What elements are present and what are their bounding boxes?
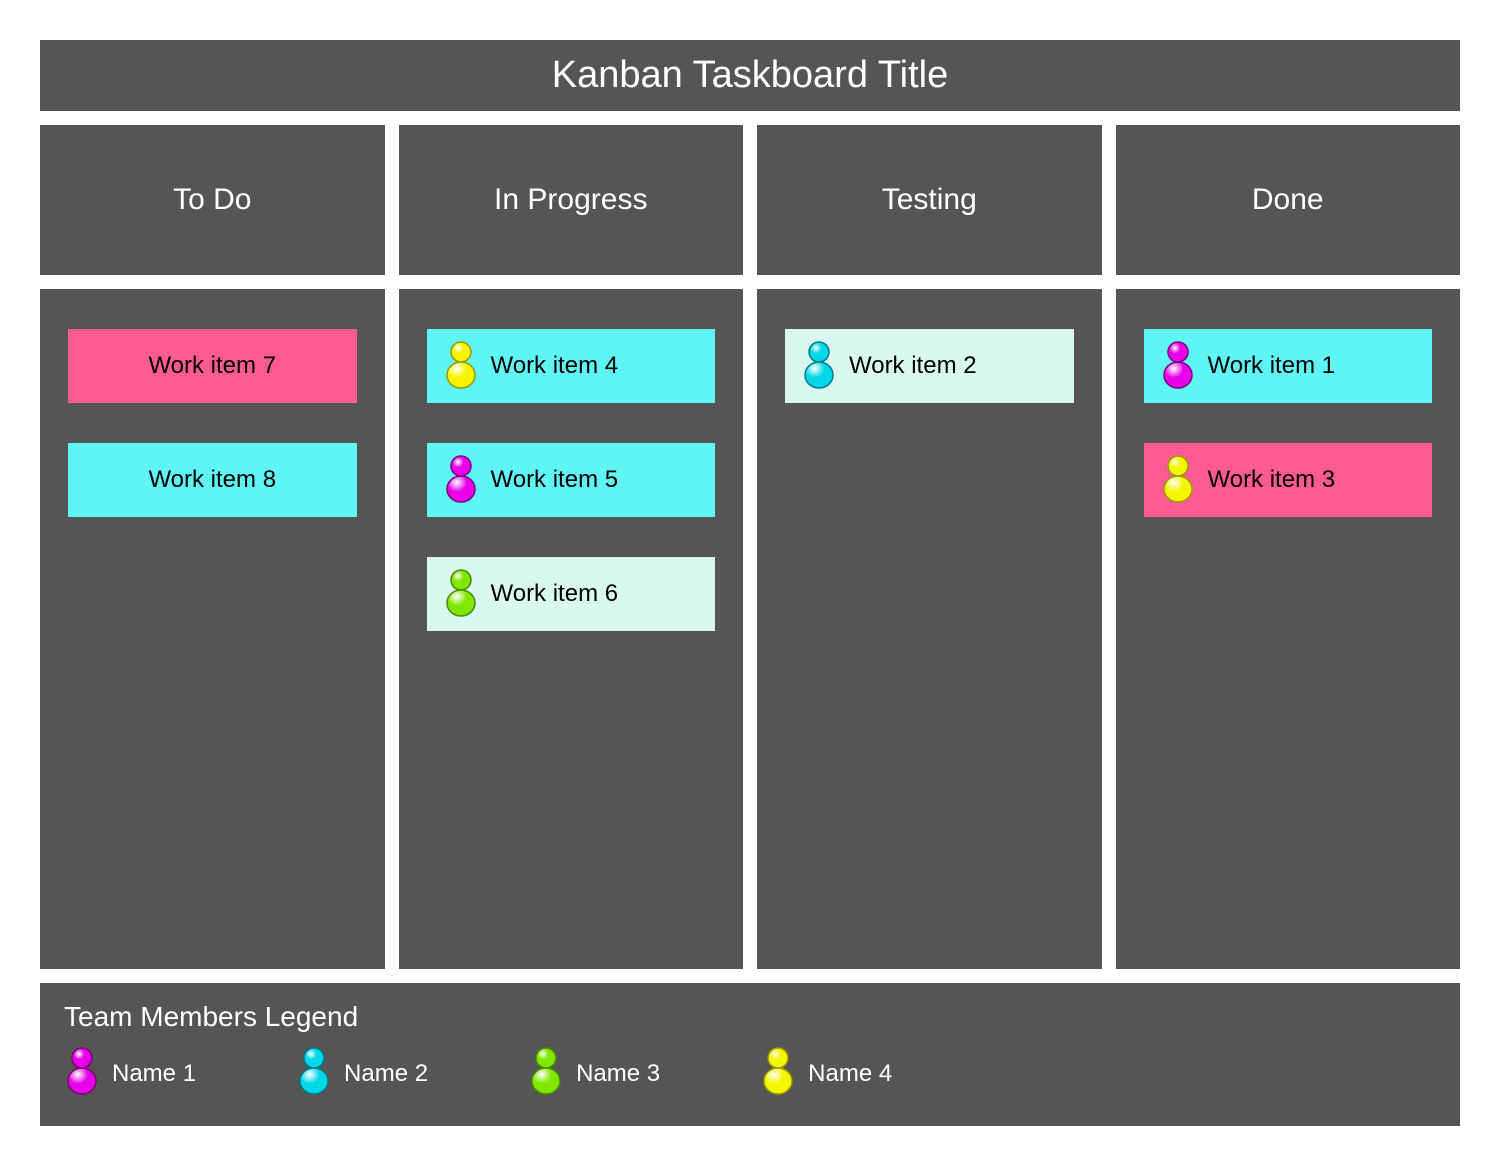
card-avatar xyxy=(801,339,837,394)
column-body[interactable]: Work item 7 Work item 8 xyxy=(40,289,385,969)
card-label: Work item 3 xyxy=(1208,466,1336,494)
card-label: Work item 8 xyxy=(148,466,276,494)
card-label: Work item 2 xyxy=(849,352,977,380)
board-title: Kanban Taskboard Title xyxy=(40,40,1460,111)
card-label: Work item 5 xyxy=(491,466,619,494)
card-avatar xyxy=(1160,453,1196,508)
legend-item: Name 4 xyxy=(760,1045,892,1102)
legend-label: Name 1 xyxy=(112,1060,196,1088)
person-icon xyxy=(64,1045,100,1095)
person-icon xyxy=(528,1045,564,1095)
legend-items: Name 1 Name 2 xyxy=(64,1045,1436,1102)
work-item-card[interactable]: Work item 6 xyxy=(427,557,716,631)
person-icon xyxy=(801,339,837,389)
card-label: Work item 1 xyxy=(1208,352,1336,380)
work-item-card[interactable]: Work item 3 xyxy=(1144,443,1433,517)
person-icon xyxy=(1160,339,1196,389)
legend-panel: Team Members Legend Name 1 xyxy=(40,983,1460,1126)
column-header: In Progress xyxy=(399,125,744,275)
column-body[interactable]: Work item 1 Work item 3 xyxy=(1116,289,1461,969)
person-icon xyxy=(760,1045,796,1095)
column: Testing Work item 2 xyxy=(757,125,1102,969)
column-body[interactable]: Work item 2 xyxy=(757,289,1102,969)
legend-title: Team Members Legend xyxy=(64,1001,1436,1033)
column: To Do Work item 7 Work item 8 xyxy=(40,125,385,969)
column: In Progress Work item 4 xyxy=(399,125,744,969)
columns-row: To Do Work item 7 Work item 8 In Progress W… xyxy=(40,125,1460,969)
person-icon xyxy=(443,339,479,389)
legend-avatar xyxy=(528,1045,564,1102)
legend-avatar xyxy=(296,1045,332,1102)
work-item-card[interactable]: Work item 1 xyxy=(1144,329,1433,403)
card-avatar xyxy=(1160,339,1196,394)
column: Done Work item 1 xyxy=(1116,125,1461,969)
person-icon xyxy=(296,1045,332,1095)
column-header: Done xyxy=(1116,125,1461,275)
legend-label: Name 3 xyxy=(576,1060,660,1088)
legend-item: Name 2 xyxy=(296,1045,428,1102)
card-avatar xyxy=(443,453,479,508)
card-avatar xyxy=(443,567,479,622)
person-icon xyxy=(443,453,479,503)
legend-item: Name 3 xyxy=(528,1045,660,1102)
card-label: Work item 7 xyxy=(148,352,276,380)
work-item-card[interactable]: Work item 5 xyxy=(427,443,716,517)
card-avatar xyxy=(443,339,479,394)
card-label: Work item 4 xyxy=(491,352,619,380)
work-item-card[interactable]: Work item 4 xyxy=(427,329,716,403)
column-body[interactable]: Work item 4 Work item 5 xyxy=(399,289,744,969)
work-item-card[interactable]: Work item 8 xyxy=(68,443,357,517)
legend-avatar xyxy=(760,1045,796,1102)
work-item-card[interactable]: Work item 2 xyxy=(785,329,1074,403)
card-label: Work item 6 xyxy=(491,580,619,608)
legend-label: Name 4 xyxy=(808,1060,892,1088)
person-icon xyxy=(1160,453,1196,503)
legend-label: Name 2 xyxy=(344,1060,428,1088)
work-item-card[interactable]: Work item 7 xyxy=(68,329,357,403)
column-header: To Do xyxy=(40,125,385,275)
legend-avatar xyxy=(64,1045,100,1102)
legend-item: Name 1 xyxy=(64,1045,196,1102)
column-header: Testing xyxy=(757,125,1102,275)
person-icon xyxy=(443,567,479,617)
